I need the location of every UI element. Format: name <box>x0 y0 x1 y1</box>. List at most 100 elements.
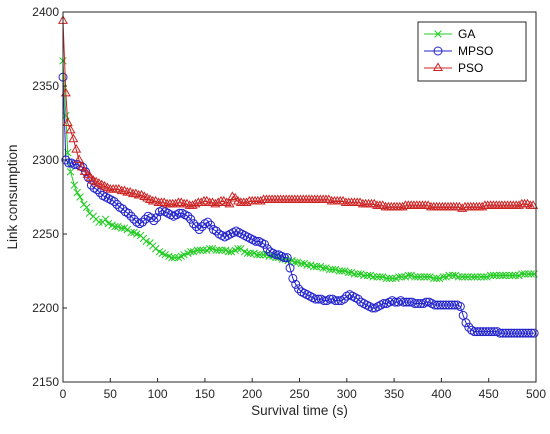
mpso-point <box>521 328 531 338</box>
legend-item-mpso: MPSO <box>424 44 493 58</box>
mpso-point <box>152 213 162 223</box>
mpso-point <box>311 294 321 304</box>
ga-point <box>413 273 422 281</box>
ga-point <box>486 271 495 280</box>
x-tick-label: 200 <box>242 387 262 401</box>
ga-point <box>420 273 429 281</box>
ga-point <box>62 111 70 120</box>
mpso-point <box>379 299 389 309</box>
mpso-point <box>189 219 199 229</box>
ga-point <box>492 271 501 280</box>
ga-point <box>518 270 526 278</box>
ga-point <box>373 273 381 281</box>
ga-point <box>212 246 221 255</box>
legend-item-ga: GA <box>424 27 475 41</box>
ga-point <box>205 245 214 253</box>
mpso-point <box>430 300 440 310</box>
pso-point <box>241 197 252 206</box>
ga-point <box>196 246 204 255</box>
ga-point <box>397 273 406 281</box>
mpso-point <box>294 284 304 294</box>
x-tick-label: 50 <box>104 387 118 401</box>
ga-point <box>527 270 536 278</box>
ga-point <box>76 193 84 201</box>
pso-point <box>213 197 224 206</box>
mpso-point <box>333 296 343 306</box>
ga-point <box>435 274 444 283</box>
ga-point <box>404 271 413 280</box>
mpso-point <box>472 327 482 337</box>
ga-point <box>170 253 179 262</box>
legend-swatch-marker <box>433 46 443 56</box>
mpso-point <box>288 273 298 283</box>
legend-swatch-marker <box>432 62 444 72</box>
ga-point <box>193 246 202 255</box>
pso-point <box>170 198 181 208</box>
legend-swatch-marker <box>434 30 442 38</box>
mpso-point <box>523 328 533 338</box>
pso-point <box>68 133 79 143</box>
mpso-point <box>191 222 201 232</box>
mpso-point <box>390 297 400 307</box>
mpso-point <box>174 208 184 218</box>
ga-point <box>496 271 504 280</box>
mpso-point <box>421 297 431 307</box>
ga-point <box>227 248 236 256</box>
mpso-point <box>118 204 128 214</box>
mpso-point <box>109 196 119 206</box>
pso-point <box>255 195 266 205</box>
ga-point <box>168 253 176 262</box>
mpso-point <box>69 159 79 169</box>
ga-point <box>445 271 453 280</box>
ga-point <box>111 222 119 231</box>
ga-point <box>256 250 264 259</box>
mpso-point <box>438 300 448 310</box>
ga-point <box>483 273 491 281</box>
y-tick-label: 2150 <box>32 375 59 389</box>
mpso-point <box>416 299 426 309</box>
ga-point <box>133 230 141 238</box>
y-axis: 2150 2200 2250 2300 2350 2400 <box>32 5 67 389</box>
x-tick-label: 500 <box>526 387 546 401</box>
ga-point <box>189 248 198 256</box>
mpso-point <box>197 222 207 232</box>
mpso-point <box>129 214 139 224</box>
mpso-point <box>271 250 281 260</box>
y-axis-label: Link consumption <box>5 144 20 249</box>
mpso-point <box>211 226 221 236</box>
mpso-point <box>401 297 411 307</box>
x-tick-label: 400 <box>431 387 451 401</box>
mpso-point <box>487 327 497 337</box>
mpso-point <box>325 294 335 304</box>
pso-point <box>457 203 468 212</box>
mpso-point <box>137 217 147 227</box>
ga-point <box>448 271 457 280</box>
ga-point <box>114 222 122 231</box>
mpso-point <box>339 294 349 304</box>
mpso-point <box>64 158 74 168</box>
mpso-point <box>353 294 363 304</box>
ga-point <box>467 273 476 281</box>
mpso-point <box>279 253 289 263</box>
ga-point <box>161 250 169 259</box>
mpso-point <box>251 236 261 246</box>
ga-point <box>237 245 245 253</box>
ga-point <box>297 259 306 268</box>
ga-point <box>243 249 252 257</box>
x-tick-label: 450 <box>479 387 499 401</box>
y-tick-label: 2200 <box>32 301 59 315</box>
ga-point <box>335 267 343 275</box>
ga-point <box>477 273 485 281</box>
mpso-point <box>470 327 480 337</box>
mpso-point <box>512 328 522 338</box>
ga-point <box>423 273 431 281</box>
mpso-point <box>515 328 525 338</box>
ga-point <box>142 237 151 246</box>
ga-point <box>407 271 415 280</box>
mpso-point <box>435 300 445 310</box>
mpso-point <box>95 188 105 198</box>
mpso-point <box>455 302 465 312</box>
series-mpso <box>58 72 539 338</box>
ga-point <box>341 267 349 275</box>
ga-point <box>117 224 126 232</box>
